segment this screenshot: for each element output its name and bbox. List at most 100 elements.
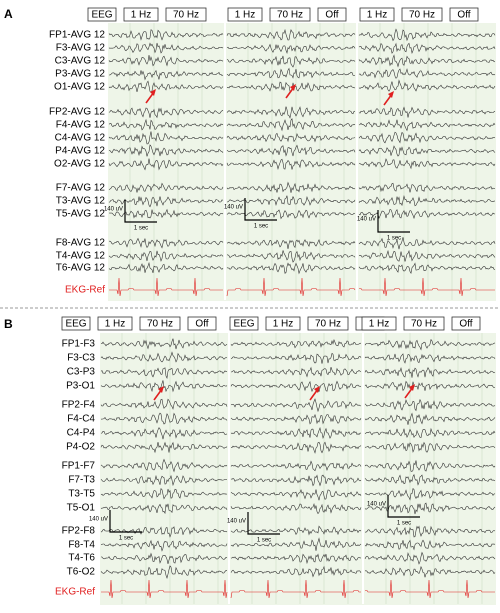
ekg-trace: [365, 579, 495, 599]
eeg-trace: [364, 565, 496, 578]
channel-label: T6-O2: [67, 567, 96, 578]
channel-label: T3-T5: [68, 489, 95, 500]
toolbar-text: 70 Hz: [173, 10, 199, 21]
eeg-trace: [100, 458, 228, 473]
eeg-trace: [364, 551, 496, 565]
channel-label: P4-AVG 12: [55, 146, 105, 157]
eeg-trace: [108, 29, 224, 41]
toolbar-text: 70 Hz: [277, 10, 303, 21]
ekg-trace: [109, 277, 223, 297]
eeg-trace: [364, 473, 496, 486]
channel-label: FP1-F3: [62, 339, 96, 350]
eeg-trace: [230, 460, 362, 472]
channel-label: T5-O1: [67, 503, 96, 514]
eeg-trace: [364, 441, 496, 453]
eeg-trace: [100, 338, 228, 350]
toolbar-text: EEG: [233, 319, 254, 330]
eeg-trace: [358, 119, 496, 132]
eeg-trace: [358, 195, 495, 207]
eeg-trace: [226, 195, 356, 206]
toolbar-text: 1 Hz: [105, 319, 126, 330]
channel-label: P3-O1: [66, 381, 95, 392]
eeg-trace: [108, 250, 224, 262]
channel-label: FP2-AVG 12: [49, 107, 105, 118]
channel-label: F3-C3: [67, 353, 95, 364]
scale-bar: [377, 210, 410, 233]
toolbar-text: EEG: [91, 10, 112, 21]
eeg-trace: [364, 338, 496, 351]
eeg-trace: [100, 398, 228, 410]
toolbar-text: Off: [325, 10, 338, 21]
toolbar-button: [227, 7, 263, 22]
eeg-trace: [108, 118, 224, 131]
eeg-trace: [230, 565, 362, 578]
eeg-trace: [226, 144, 356, 157]
eeg-trace: [230, 502, 362, 515]
eeg-trace: [100, 380, 228, 393]
eeg-trace: [100, 487, 228, 500]
toolbar-text: 70 Hz: [409, 10, 435, 21]
toolbar-button: [401, 7, 443, 22]
toolbar-text: 70 Hz: [411, 319, 437, 330]
eeg-trace: [364, 525, 496, 538]
toolbar-button: [317, 7, 347, 22]
eeg-trace: [108, 69, 224, 81]
eeg-trace: [358, 131, 496, 144]
scale-bar: [244, 198, 277, 221]
panel-label: A: [4, 7, 13, 21]
toolbar-button: [61, 316, 91, 331]
eeg-trace: [231, 441, 362, 454]
toolbar-button: [449, 7, 479, 22]
toolbar-button: [87, 7, 117, 22]
eeg-trace: [226, 209, 356, 220]
eeg-trace: [364, 502, 496, 515]
ekg-trace: [226, 277, 356, 297]
scale-bar: [247, 512, 280, 535]
eeg-trace: [364, 398, 496, 412]
eeg-trace: [364, 380, 496, 392]
channel-label: C3-P3: [67, 367, 96, 378]
channel-label: EKG-Ref: [55, 587, 95, 598]
eeg-trace: [108, 158, 224, 171]
arrow-head: [314, 386, 320, 393]
eeg-trace: [226, 118, 356, 132]
eeg-trace: [108, 80, 224, 93]
eeg-trace: [226, 158, 356, 170]
eeg-trace: [226, 250, 356, 263]
scale-time: 1 sec: [387, 236, 401, 242]
toolbar-button: [165, 7, 207, 22]
eeg-trace: [230, 366, 362, 378]
eeg-trace: [226, 132, 356, 143]
channel-label: T4-T6: [68, 553, 95, 564]
eeg-trace: [108, 208, 224, 219]
eeg-trace: [226, 106, 356, 119]
toolbar-text: 1 Hz: [131, 10, 152, 21]
eeg-trace: [230, 398, 362, 413]
channel-label: F8-AVG 12: [56, 238, 106, 249]
channel-label: P4-O2: [66, 442, 95, 453]
eeg-trace: [359, 249, 496, 262]
panel-label: B: [4, 317, 13, 331]
scale-amplitude: 140 uV: [227, 519, 246, 525]
channel-label: T6-AVG 12: [56, 263, 106, 274]
channel-label: F7-AVG 12: [56, 183, 106, 194]
eeg-trace: [230, 380, 362, 393]
toolbar-button: [451, 316, 481, 331]
scale-bar: [387, 495, 420, 518]
scale-time: 1 sec: [257, 538, 271, 544]
eeg-trace: [230, 553, 361, 565]
toolbar-text: Off: [459, 319, 472, 330]
eeg-trace: [108, 42, 224, 54]
panel-b-background: [100, 333, 496, 605]
eeg-trace: [108, 196, 224, 208]
channel-label: C3-AVG 12: [55, 56, 106, 67]
scale-time: 1 sec: [134, 226, 148, 232]
channel-label: F3-AVG 12: [56, 43, 106, 54]
eeg-trace: [358, 145, 496, 157]
ekg-trace: [359, 277, 495, 297]
eeg-trace: [364, 366, 496, 378]
channel-label: O1-AVG 12: [54, 82, 105, 93]
eeg-trace: [100, 351, 228, 363]
eeg-trace: [109, 237, 224, 249]
toolbar-button: [229, 316, 259, 331]
